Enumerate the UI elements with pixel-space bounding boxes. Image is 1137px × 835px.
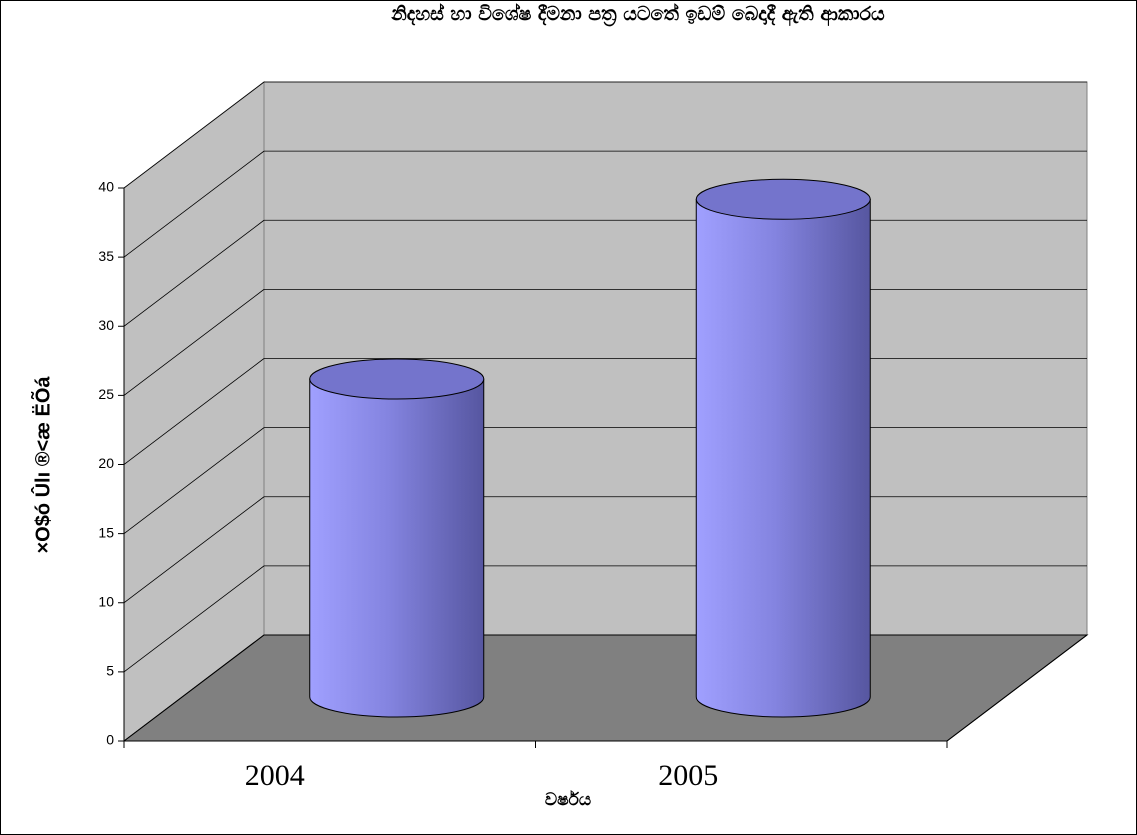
grid-line bbox=[123, 150, 265, 258]
cylinder-top bbox=[695, 178, 871, 220]
y-tick-label: 5 bbox=[106, 663, 114, 679]
grid-line bbox=[123, 496, 265, 604]
grid-line bbox=[123, 81, 265, 189]
floor-edge bbox=[946, 634, 1088, 742]
y-tick-label: 10 bbox=[98, 593, 114, 609]
y-tick-label: 40 bbox=[98, 179, 114, 195]
x-tick-label: 2005 bbox=[658, 759, 718, 792]
cylinder bbox=[309, 378, 485, 718]
grid-line bbox=[123, 219, 265, 327]
y-tick-label: 20 bbox=[98, 455, 114, 471]
y-tick-label: 30 bbox=[98, 317, 114, 333]
grid-line bbox=[123, 634, 265, 742]
y-tick-label: 25 bbox=[98, 386, 114, 402]
y-tick-label: 35 bbox=[98, 248, 114, 264]
grid-line bbox=[123, 427, 265, 534]
y-tick-label: 15 bbox=[98, 524, 114, 540]
grid-line bbox=[123, 565, 265, 673]
y-axis-label: ×O$ó Ûlı ®<æ ËÕá bbox=[30, 376, 54, 554]
floor bbox=[122, 634, 1089, 742]
x-axis-label: වර්ෂය bbox=[545, 790, 591, 810]
x-tick-label: 2004 bbox=[245, 759, 305, 792]
cylinder bbox=[695, 198, 871, 718]
chart-title: නිදහස් හා විශේෂ දීමනා පත්‍ර යටතේ ඉඩම් බෙ… bbox=[391, 3, 885, 25]
grid-line bbox=[123, 358, 265, 465]
grid-line bbox=[123, 289, 265, 396]
y-tick-label: 0 bbox=[106, 732, 114, 748]
cylinder-top bbox=[309, 358, 485, 400]
